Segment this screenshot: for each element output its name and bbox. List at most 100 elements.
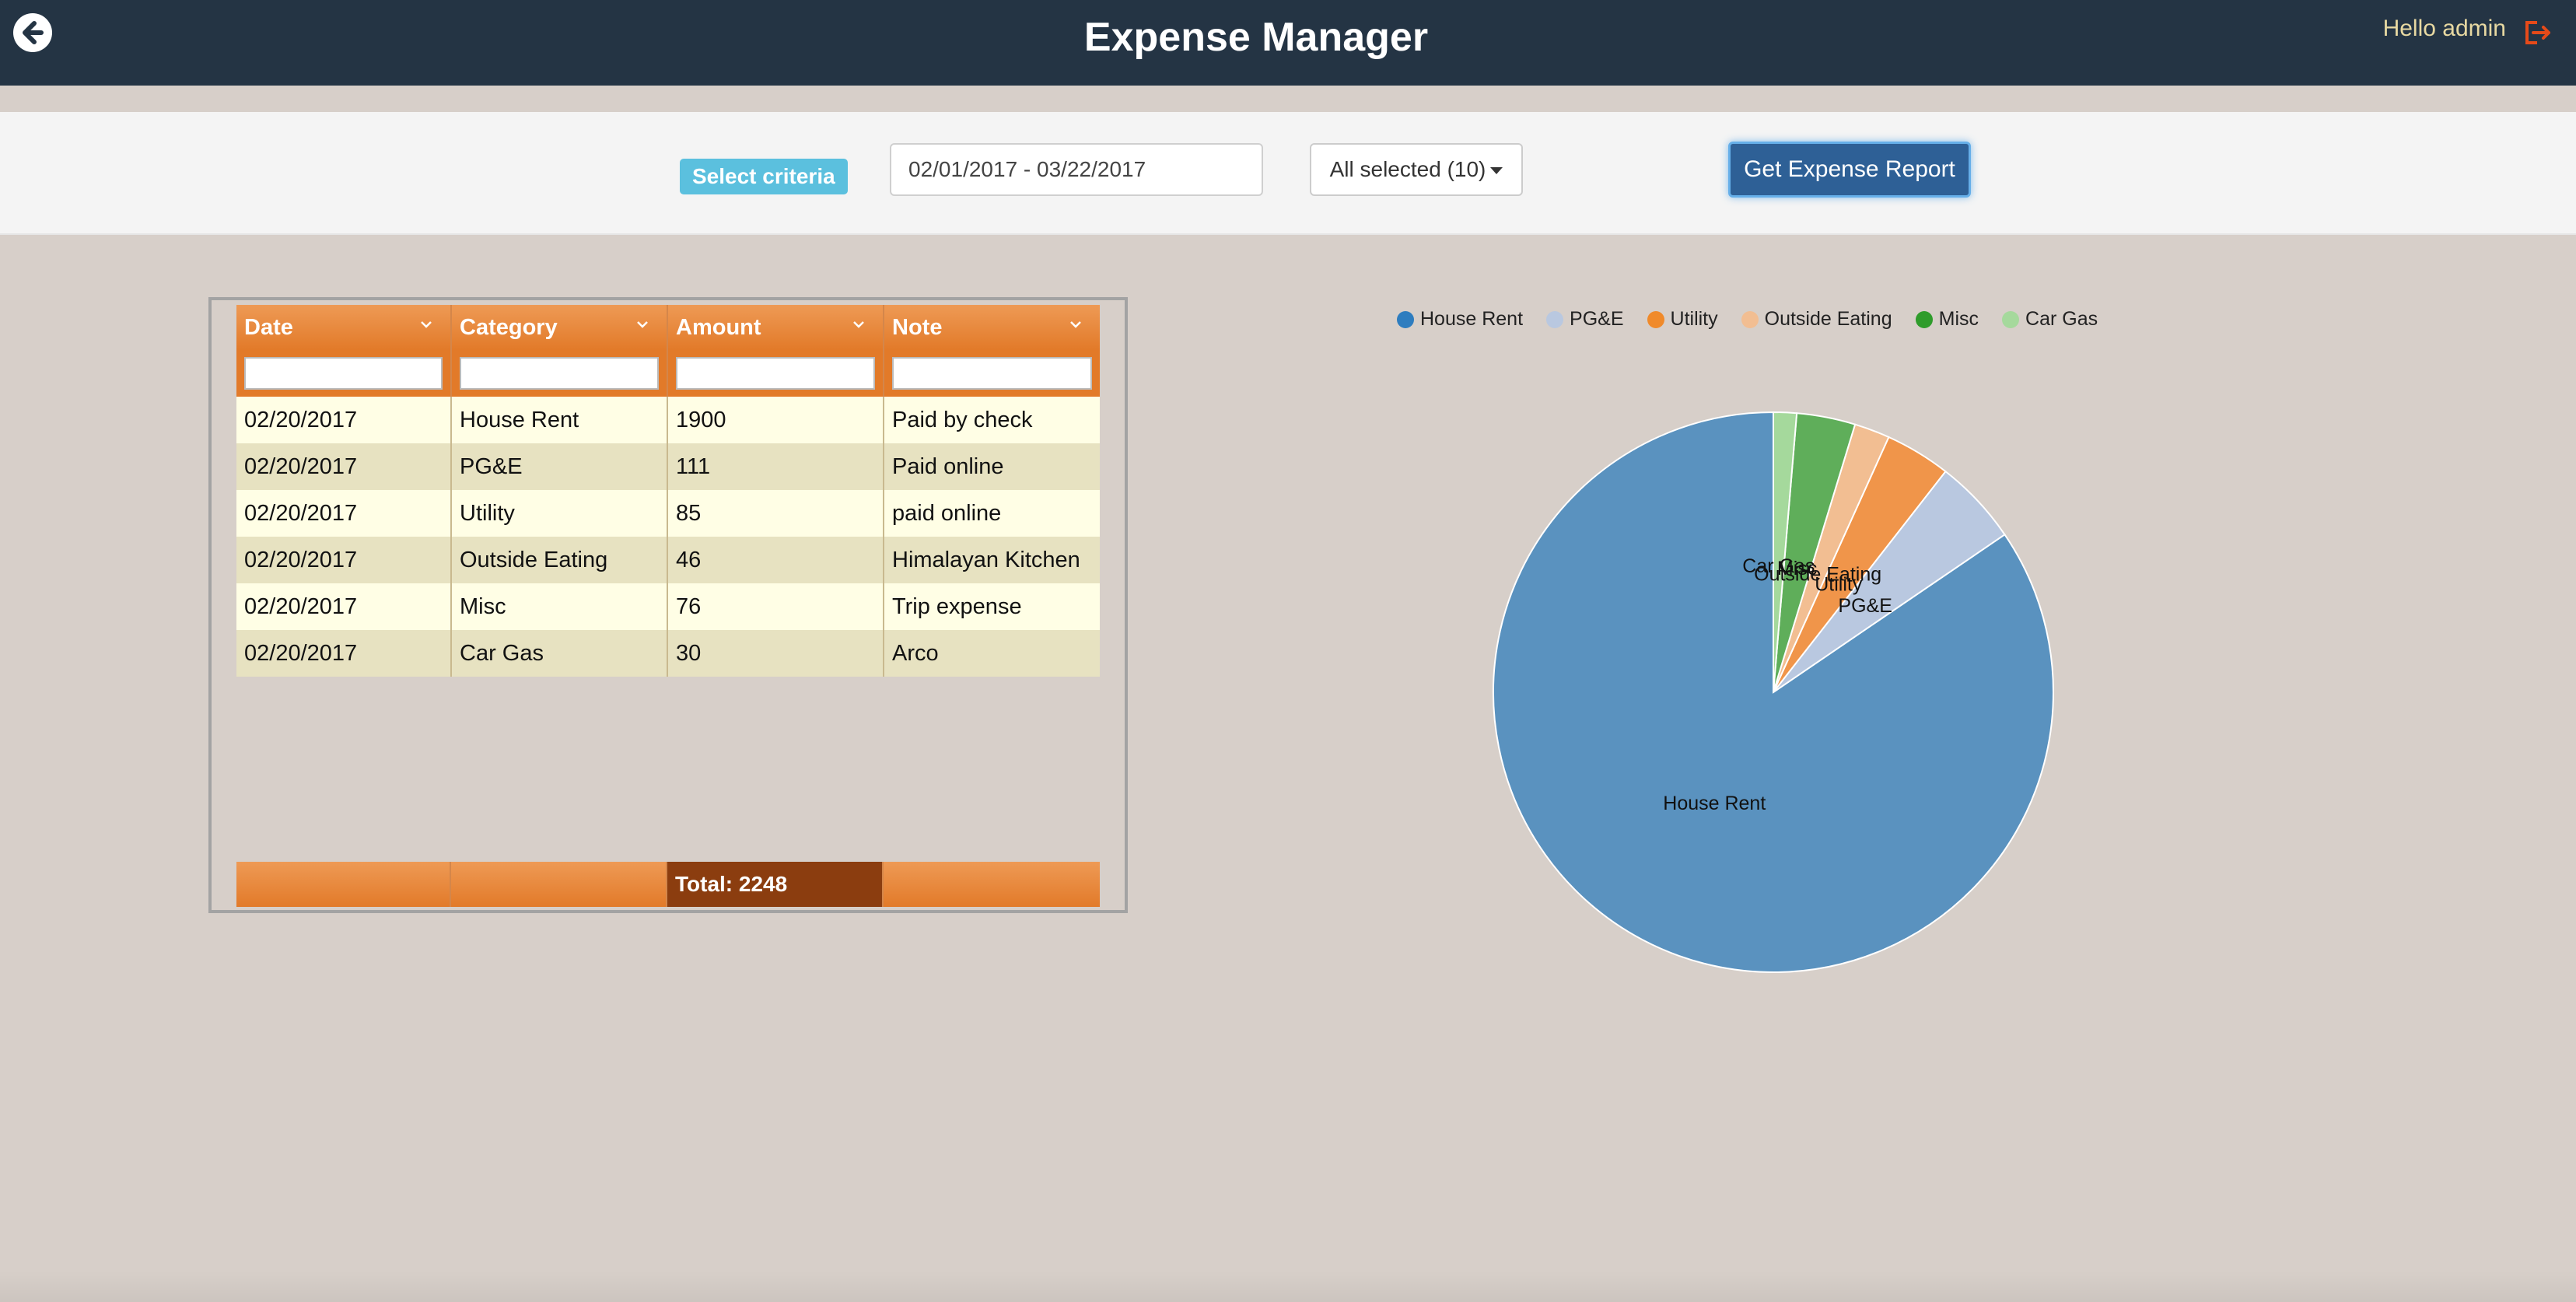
legend-item[interactable]: Utility (1647, 308, 1718, 331)
cell-category: Misc (451, 583, 668, 630)
back-arrow-icon (23, 21, 44, 44)
legend-label: Utility (1670, 308, 1718, 330)
legend-dot (1546, 310, 1564, 328)
date-range-input[interactable] (890, 143, 1263, 196)
table-row[interactable]: 02/20/2017 House Rent 1900 Paid by check (236, 397, 1100, 443)
logout-icon[interactable] (2520, 16, 2554, 50)
column-header-category[interactable]: Category (451, 305, 668, 350)
cell-amount: 76 (667, 583, 884, 630)
filter-cell (236, 350, 452, 397)
pie-slice-label: Outside Eating (1754, 563, 1881, 585)
cell-category: House Rent (451, 397, 668, 443)
cell-category: Utility (451, 490, 668, 537)
filter-input-date[interactable] (244, 357, 443, 390)
pie-slice-label: Utility (1815, 573, 1863, 595)
legend-dot (1647, 310, 1664, 328)
legend-label: House Rent (1420, 308, 1524, 330)
chevron-down-icon[interactable] (632, 314, 653, 334)
cell-date: 02/20/2017 (236, 537, 452, 583)
cell-date: 02/20/2017 (236, 397, 452, 443)
back-button[interactable] (13, 13, 52, 52)
filter-row (236, 350, 1100, 397)
cell-amount: 30 (667, 630, 884, 677)
legend-dot (1741, 310, 1759, 328)
legend-item[interactable]: House Rent (1397, 308, 1523, 331)
column-header-date[interactable]: Date (236, 305, 452, 350)
cell-note: Paid by check (884, 397, 1100, 443)
cell-category: Outside Eating (451, 537, 668, 583)
filter-input-amount[interactable] (676, 357, 875, 390)
cell-amount: 46 (667, 537, 884, 583)
filter-input-note[interactable] (892, 357, 1092, 390)
category-multiselect[interactable]: All selected (10) (1310, 143, 1523, 196)
legend-label: Misc (1938, 308, 1979, 330)
cell-note: Himalayan Kitchen (884, 537, 1100, 583)
column-header-label: Date (244, 314, 293, 340)
cell-amount: 85 (667, 490, 884, 537)
table-row[interactable]: 02/20/2017 Outside Eating 46 Himalayan K… (236, 537, 1100, 583)
cell-note: Arco (884, 630, 1100, 677)
table-row[interactable]: 02/20/2017 Utility 85 paid online (236, 490, 1100, 537)
column-header-amount[interactable]: Amount (667, 305, 884, 350)
criteria-bar: Select criteria All selected (10) Get Ex… (0, 112, 2576, 235)
cell-amount: 111 (667, 443, 884, 490)
expense-grid: Date Category Amount Note 02/20/2017 Hou… (208, 297, 1128, 913)
legend-label: PG&E (1570, 308, 1624, 330)
footer-cell (236, 862, 451, 907)
cell-date: 02/20/2017 (236, 443, 452, 490)
select-criteria-label: Select criteria (680, 159, 848, 194)
total-amount: Total: 2248 (667, 862, 884, 907)
header-row: Date Category Amount Note (236, 305, 1100, 350)
chart-legend: House Rent PG&E Utility Outside Eating Misc C… (1397, 308, 2121, 331)
legend-item[interactable]: Car Gas (2002, 308, 2098, 331)
cell-date: 02/20/2017 (236, 490, 452, 537)
app-title: Expense Manager (1083, 15, 1429, 60)
caret-down-icon (1490, 167, 1503, 175)
filter-cell (667, 350, 884, 397)
cell-date: 02/20/2017 (236, 630, 452, 677)
chevron-down-icon[interactable] (416, 314, 436, 334)
column-header-label: Amount (676, 314, 761, 340)
legend-dot (1397, 310, 1414, 328)
top-bar: Expense Manager Hello admin (0, 0, 2576, 86)
legend-dot (1915, 310, 1933, 328)
filter-cell (451, 350, 668, 397)
footer-cell (451, 862, 667, 907)
category-select-value: All selected (10) (1329, 157, 1486, 181)
legend-label: Outside Eating (1764, 308, 1892, 330)
table-row[interactable]: 02/20/2017 Car Gas 30 Arco (236, 630, 1100, 677)
filter-cell (884, 350, 1100, 397)
cell-note: paid online (884, 490, 1100, 537)
expense-table: Date Category Amount Note 02/20/2017 Hou… (236, 305, 1100, 677)
user-greeting: Hello admin (2382, 16, 2506, 41)
legend-item[interactable]: Outside Eating (1741, 308, 1892, 331)
table-row[interactable]: 02/20/2017 Misc 76 Trip expense (236, 583, 1100, 630)
get-expense-report-button[interactable]: Get Expense Report (1728, 142, 1971, 198)
pie-slice-label: PG&E (1838, 595, 1892, 617)
filter-input-category[interactable] (460, 357, 659, 390)
column-header-note[interactable]: Note (884, 305, 1100, 350)
cell-category: PG&E (451, 443, 668, 490)
cell-note: Paid online (884, 443, 1100, 490)
column-header-label: Category (460, 314, 558, 340)
legend-dot (2002, 310, 2020, 328)
bottom-shade (0, 1271, 2576, 1302)
grid-footer: Total: 2248 (236, 862, 1100, 907)
legend-item[interactable]: PG&E (1546, 308, 1624, 331)
cell-note: Trip expense (884, 583, 1100, 630)
pie-slice-label: House Rent (1663, 793, 1766, 814)
chevron-down-icon[interactable] (1066, 314, 1086, 334)
pie-slice-label: Car Gas (1742, 555, 1815, 577)
column-header-label: Note (892, 314, 943, 340)
pie-slice-label: Misc (1777, 558, 1817, 579)
table-row[interactable]: 02/20/2017 PG&E 111 Paid online (236, 443, 1100, 490)
legend-item[interactable]: Misc (1915, 308, 1979, 331)
pie-slice[interactable] (1773, 411, 1798, 693)
cell-category: Car Gas (451, 630, 668, 677)
chevron-down-icon[interactable] (849, 314, 869, 334)
cell-amount: 1900 (667, 397, 884, 443)
legend-label: Car Gas (2025, 308, 2098, 330)
cell-date: 02/20/2017 (236, 583, 452, 630)
footer-cell (884, 862, 1100, 907)
